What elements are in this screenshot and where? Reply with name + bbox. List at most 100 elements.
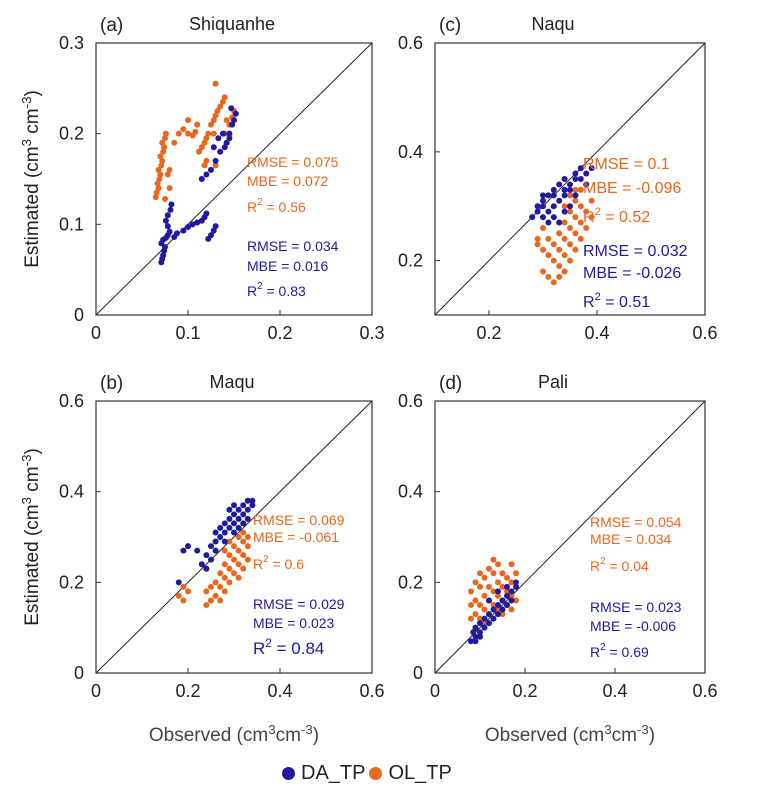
axes-frame	[95, 42, 373, 316]
da-point	[490, 606, 497, 613]
ol-point	[472, 611, 479, 618]
ol-point	[226, 565, 233, 572]
ol-point	[235, 534, 242, 540]
da-point	[545, 208, 552, 215]
da-point	[540, 214, 546, 221]
ol-point	[550, 279, 557, 286]
da-point	[556, 181, 563, 188]
da-point	[235, 524, 242, 531]
panel-title: Pali	[538, 372, 568, 392]
ol-point	[572, 230, 579, 237]
da-point	[561, 208, 568, 215]
da-point	[185, 224, 191, 231]
da-point	[229, 121, 236, 128]
da-point	[561, 176, 568, 182]
ol-point	[561, 235, 568, 242]
ol-point	[180, 597, 187, 604]
da-point	[567, 186, 573, 193]
ol-point	[162, 130, 169, 137]
ol-point	[159, 157, 166, 164]
da-point	[545, 219, 552, 226]
x-tick-label: 0.4	[267, 681, 292, 701]
ol-point	[198, 144, 205, 151]
da-point	[167, 206, 174, 213]
da-point	[550, 203, 557, 210]
ol-point	[235, 547, 242, 554]
ol-point	[180, 583, 187, 590]
da-point	[513, 579, 519, 586]
ol-point	[490, 570, 497, 577]
da-point	[221, 538, 228, 545]
ol-point	[221, 588, 228, 595]
x-tick-label: 0.6	[692, 681, 717, 701]
y-tick-label: 0	[74, 663, 84, 683]
da-r2: R2 = 0.84	[253, 636, 324, 658]
ol-point	[185, 117, 191, 124]
ol-point	[166, 185, 173, 192]
one-to-one-line	[434, 42, 706, 316]
da-point	[545, 192, 552, 199]
ol-point	[180, 126, 187, 133]
da-point	[198, 561, 205, 568]
x-tick-label: 0.4	[602, 681, 627, 701]
da-point	[572, 170, 579, 177]
panel-a: 0 0.1 0.2 0.3 0 0.1 0.2 0.3 (a) Shiquanhe RMSE = 0…	[19, 14, 385, 343]
ol-point	[212, 162, 219, 169]
da-point	[219, 130, 226, 137]
y-tick-label: 0.6	[398, 33, 423, 53]
ol-point	[477, 583, 483, 590]
legend-label-ol: OL_TP	[388, 762, 452, 784]
da-point	[499, 606, 506, 613]
da-point	[486, 611, 492, 618]
da-point	[249, 497, 256, 504]
ol-point	[572, 214, 579, 221]
da-point	[164, 223, 171, 230]
da-point	[534, 208, 541, 215]
ol-point	[490, 556, 497, 563]
da-mbe: MBE = 0.023	[253, 615, 335, 631]
da-point	[217, 534, 224, 540]
y-tick-label: 0.2	[398, 572, 423, 592]
da-point	[203, 552, 210, 559]
ol-point	[481, 574, 488, 581]
x-tick-label: 0.4	[584, 323, 609, 343]
da-point	[472, 624, 479, 631]
ol-point	[572, 197, 579, 204]
da-point	[561, 186, 568, 193]
ol-point	[210, 130, 217, 137]
ol-mbe: MBE = -0.096	[583, 180, 681, 197]
ol-rmse: RMSE = 0.069	[253, 512, 345, 528]
ol-point	[495, 592, 501, 599]
y-tick-label: 0.6	[398, 391, 423, 411]
legend: DA_TP OL_TP	[282, 762, 456, 785]
ol-point	[221, 94, 228, 101]
ol-point	[556, 273, 563, 280]
da-point	[212, 223, 219, 230]
ol-point	[194, 121, 201, 128]
da-mbe: MBE = -0.006	[590, 618, 676, 634]
ol-point	[472, 597, 479, 604]
da-point	[472, 633, 479, 640]
ol-point	[477, 615, 483, 622]
ol-point	[203, 602, 210, 608]
ol-point	[203, 588, 210, 595]
da-point	[164, 212, 171, 219]
ol-point	[162, 135, 168, 142]
ol-point	[221, 574, 228, 581]
ol-point	[166, 166, 173, 173]
ol-point	[212, 80, 219, 87]
ol-point	[588, 214, 595, 221]
da-point	[477, 633, 483, 640]
x-tick-label: 0.2	[267, 323, 292, 343]
x-tick-label: 0	[430, 681, 440, 701]
x-tick-label: 0	[91, 323, 101, 343]
ol-point	[499, 583, 506, 590]
da-point	[223, 139, 230, 146]
ol-point	[513, 597, 519, 604]
da-point	[203, 565, 210, 572]
ol-point	[201, 139, 208, 146]
da-point	[249, 502, 256, 509]
ol-point	[508, 606, 515, 613]
ol-point	[577, 235, 584, 242]
da-point	[208, 543, 214, 550]
